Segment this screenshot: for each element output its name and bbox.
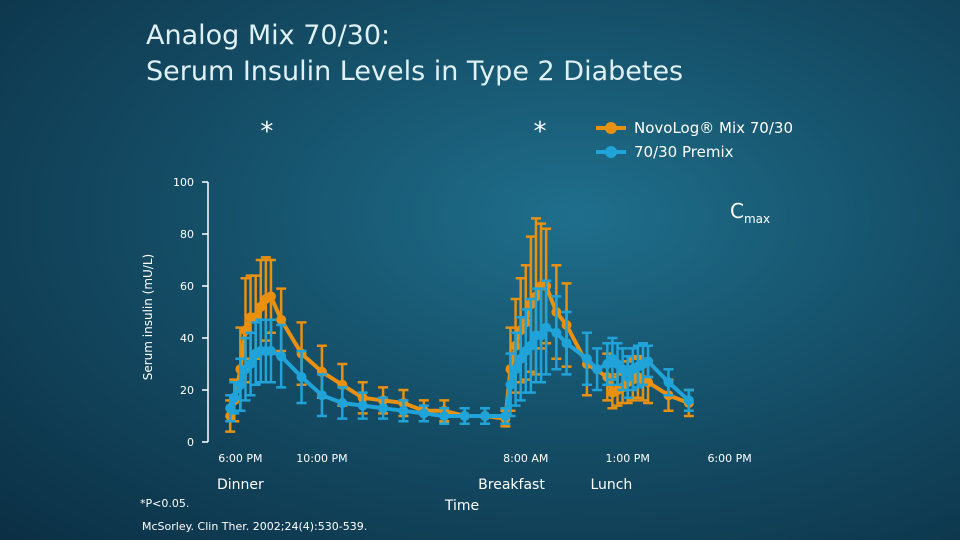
data-point [398,405,409,416]
data-point [617,364,628,375]
x-tick-label-3: 1:00 PM [606,452,650,465]
y-tick-label-20: 20 [180,384,194,397]
legend-swatch-dot-1 [605,146,617,158]
data-point [276,351,287,362]
data-point [683,395,694,406]
data-point [459,411,470,421]
legend-label-0: NovoLog® Mix 70/30 [634,119,793,137]
data-point [500,411,511,421]
data-point [296,372,307,382]
data-point [378,403,389,414]
data-point [337,398,348,408]
data-point [480,411,490,421]
data-point [316,390,327,401]
chart-subtitle: Serum Insulin Levels in Type 2 Diabetes [146,56,684,87]
x-tick-label-4: 6:00 PM [707,452,751,465]
data-point [418,408,429,419]
data-point [265,291,276,302]
series-0 [225,217,694,433]
footnote: *P<0.05. [140,497,190,510]
data-point [561,338,572,349]
data-point [525,340,536,351]
significance-marker-0: * [260,117,273,147]
y-axis-label: Serum insulin (mU/L) [141,254,155,381]
y-tick-label-80: 80 [180,228,194,241]
data-point [541,322,552,333]
x-tick-label-0: 6:00 PM [218,452,262,465]
meal-label-0: Dinner [217,477,264,493]
data-point [235,379,246,390]
x-axis-label: Time [444,498,479,514]
cmax-annotation: Cmax [730,199,770,226]
significance-marker-1: * [534,117,547,147]
data-point [229,392,240,403]
data-point [551,327,562,338]
data-point [276,314,287,325]
data-point [643,356,654,367]
data-point [255,301,266,312]
data-point [225,403,236,414]
cmax-subscript: max [744,212,770,226]
series-1 [225,279,694,426]
data-point [439,411,450,421]
legend-swatch-dot-0 [605,122,617,134]
data-point [536,330,547,341]
y-tick-label-60: 60 [180,280,194,293]
data-point [592,364,603,375]
data-point [245,359,256,369]
data-point [357,400,368,411]
legend-label-1: 70/30 Premix [634,143,734,161]
y-tick-label-0: 0 [187,436,194,449]
data-point [505,379,516,390]
x-tick-label-2: 8:00 AM [503,452,548,465]
data-point [515,353,526,364]
meal-label-2: Lunch [590,477,632,493]
data-point [265,346,276,356]
data-point [581,353,592,364]
citation: McSorley. Clin Ther. 2002;24(4):530-539. [142,520,368,533]
data-point [663,377,674,388]
x-tick-label-1: 10:00 PM [296,452,347,465]
data-point [622,372,633,382]
chart-title: Analog Mix 70/30: [146,20,391,51]
meal-label-1: Breakfast [478,477,545,493]
y-tick-label-40: 40 [180,332,194,345]
y-tick-label-100: 100 [173,176,194,189]
data-point [510,364,521,375]
